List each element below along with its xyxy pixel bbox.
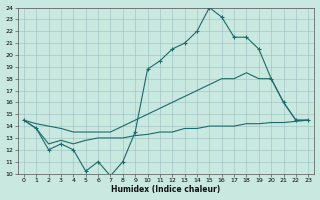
X-axis label: Humidex (Indice chaleur): Humidex (Indice chaleur) <box>111 185 221 194</box>
